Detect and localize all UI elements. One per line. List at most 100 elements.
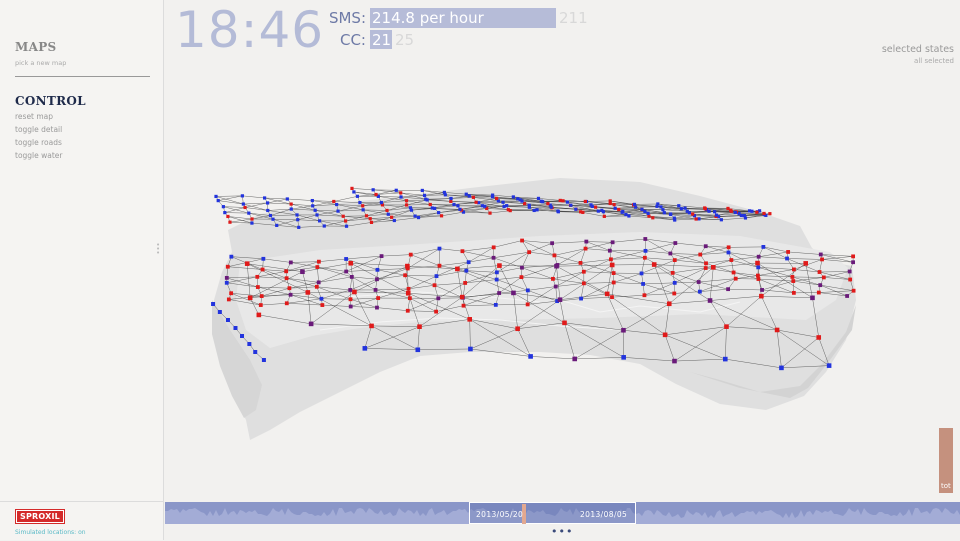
network-node (559, 199, 562, 202)
network-node (290, 202, 293, 205)
network-node (407, 287, 411, 291)
network-node (537, 197, 540, 200)
network-node (822, 276, 826, 280)
network-node (387, 213, 390, 216)
network-node (374, 288, 378, 292)
toggle-roads-link[interactable]: toggle roads (15, 138, 62, 147)
network-node (491, 194, 494, 197)
network-node (223, 211, 226, 214)
network-node (468, 194, 471, 197)
network-node (535, 208, 538, 211)
network-node (726, 287, 730, 291)
network-node (369, 217, 372, 220)
network-node (241, 194, 244, 197)
reset-map-link[interactable]: reset map (15, 112, 53, 121)
selected-states-value: all selected (914, 57, 954, 65)
network-node (350, 275, 354, 279)
network-node (409, 253, 413, 257)
network-node (226, 215, 229, 218)
network-node (309, 322, 314, 327)
sproxil-logo: SPROXIL (16, 510, 64, 523)
network-node (520, 239, 524, 243)
network-node (405, 203, 408, 206)
network-node (492, 245, 496, 249)
network-node (211, 302, 215, 306)
network-node (429, 203, 432, 206)
network-node (435, 274, 439, 278)
network-node (247, 342, 251, 346)
network-node (462, 304, 466, 308)
pick-new-map-link[interactable]: pick a new map (15, 59, 66, 67)
network-node (803, 261, 808, 266)
network-node (306, 290, 311, 295)
network-node (380, 254, 384, 258)
selected-states-title[interactable]: selected states (882, 44, 954, 55)
network-node (729, 258, 733, 262)
network-node (512, 195, 515, 198)
network-node (726, 207, 729, 210)
network-node (584, 240, 588, 244)
network-node (734, 277, 738, 281)
network-node (375, 277, 379, 281)
network-node (584, 200, 587, 203)
network-node (551, 277, 555, 281)
network-node (468, 347, 473, 352)
timeline-start-date: 2013/05/20 (476, 510, 523, 519)
network-node (315, 265, 319, 269)
network-node (250, 221, 253, 224)
network-node (818, 270, 822, 274)
network-node (827, 363, 832, 368)
network-node (663, 211, 666, 214)
network-node (652, 262, 657, 267)
network-node (550, 241, 554, 245)
network-node (362, 208, 365, 211)
network-node (408, 296, 412, 300)
network-node (708, 298, 713, 303)
network-node (409, 206, 412, 209)
network-node (390, 216, 393, 219)
network-node (621, 328, 626, 333)
network-node (332, 200, 335, 203)
network-node (737, 212, 740, 215)
network-node (792, 291, 796, 295)
network-map[interactable] (165, 60, 865, 460)
network-node (464, 269, 468, 273)
network-node (816, 335, 821, 340)
network-node (417, 324, 422, 329)
network-node (507, 208, 510, 211)
network-node (851, 260, 855, 264)
network-node (311, 204, 314, 207)
toggle-detail-link[interactable]: toggle detail (15, 125, 62, 134)
network-node (348, 288, 352, 292)
network-node (820, 258, 824, 262)
sidebar-collapse-handle[interactable]: ••• (156, 243, 159, 255)
network-node (289, 261, 293, 265)
section-divider (15, 76, 150, 77)
network-node (225, 276, 229, 280)
network-node (405, 199, 408, 202)
network-node (566, 200, 569, 203)
toggle-water-link[interactable]: toggle water (15, 151, 63, 160)
network-node (255, 275, 259, 279)
sms-max-value: 211 (559, 8, 588, 28)
network-node (611, 240, 615, 244)
network-node (317, 280, 321, 284)
network-node (720, 218, 723, 221)
network-node (621, 211, 624, 214)
timeline-drag-handle[interactable]: ••• (551, 525, 573, 538)
network-node (621, 355, 626, 360)
network-node (369, 324, 374, 329)
network-node (612, 203, 615, 206)
sms-rate-value: 214.8 per hour (372, 8, 484, 28)
network-node (225, 281, 229, 285)
network-node (285, 276, 289, 280)
network-node (284, 269, 288, 273)
network-node (286, 197, 289, 200)
network-node (256, 285, 260, 289)
network-node (226, 318, 230, 322)
network-node (558, 297, 563, 302)
network-node (374, 193, 377, 196)
network-node (579, 261, 583, 265)
network-node (475, 201, 478, 204)
network-node (350, 187, 353, 190)
